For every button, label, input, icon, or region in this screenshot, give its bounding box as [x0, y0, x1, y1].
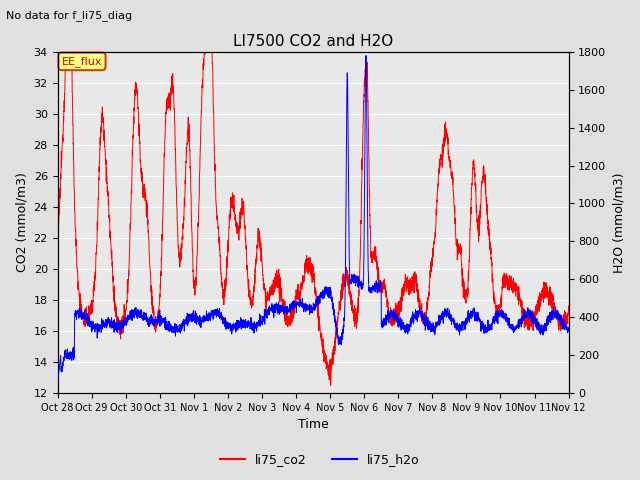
Y-axis label: CO2 (mmol/m3): CO2 (mmol/m3)	[15, 172, 28, 272]
Legend: li75_co2, li75_h2o: li75_co2, li75_h2o	[215, 448, 425, 471]
Title: LI7500 CO2 and H2O: LI7500 CO2 and H2O	[233, 34, 393, 49]
Y-axis label: H2O (mmol/m3): H2O (mmol/m3)	[612, 172, 625, 273]
Text: EE_flux: EE_flux	[61, 56, 102, 67]
Text: No data for f_li75_diag: No data for f_li75_diag	[6, 10, 132, 21]
X-axis label: Time: Time	[298, 419, 328, 432]
